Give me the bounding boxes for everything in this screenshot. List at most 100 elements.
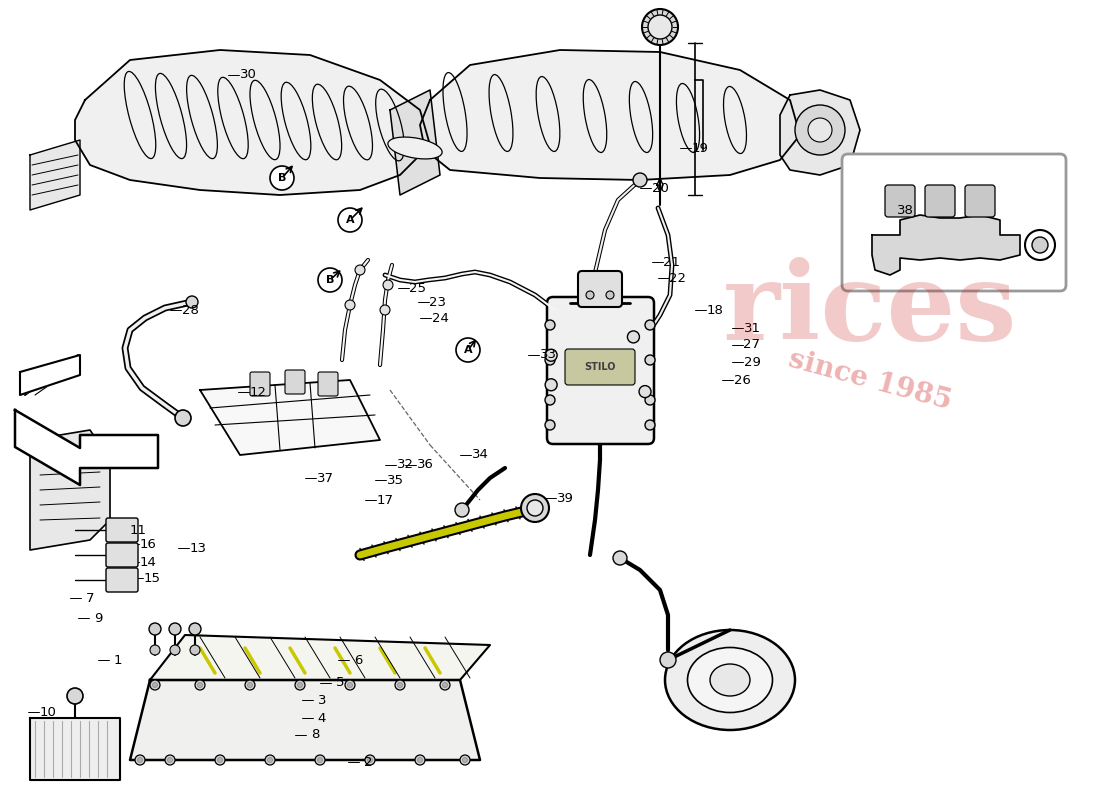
Text: B: B [278, 173, 286, 183]
Polygon shape [130, 680, 480, 760]
Circle shape [546, 350, 557, 362]
FancyBboxPatch shape [250, 372, 270, 396]
Circle shape [808, 118, 832, 142]
Text: 8: 8 [311, 729, 319, 742]
FancyBboxPatch shape [886, 185, 915, 217]
Text: 5: 5 [336, 677, 344, 690]
Circle shape [544, 395, 556, 405]
FancyBboxPatch shape [842, 154, 1066, 291]
Text: 25: 25 [409, 282, 427, 294]
FancyBboxPatch shape [965, 185, 996, 217]
Circle shape [395, 680, 405, 690]
Circle shape [148, 623, 161, 635]
Text: 23: 23 [429, 295, 447, 309]
Circle shape [1025, 230, 1055, 260]
Text: 9: 9 [94, 611, 102, 625]
Text: since 1985: since 1985 [785, 346, 955, 414]
Circle shape [167, 758, 173, 762]
Polygon shape [30, 718, 120, 780]
Polygon shape [30, 140, 80, 210]
Text: 18: 18 [706, 303, 724, 317]
Text: 24: 24 [431, 311, 449, 325]
Circle shape [544, 355, 556, 365]
FancyBboxPatch shape [285, 370, 305, 394]
Ellipse shape [688, 647, 772, 713]
Text: 7: 7 [86, 591, 95, 605]
Text: 35: 35 [386, 474, 404, 486]
Text: 37: 37 [317, 471, 333, 485]
Circle shape [645, 355, 654, 365]
Circle shape [1032, 237, 1048, 253]
Text: 26: 26 [734, 374, 750, 386]
Text: 32: 32 [396, 458, 414, 471]
Circle shape [632, 173, 647, 187]
Circle shape [315, 755, 324, 765]
Circle shape [544, 420, 556, 430]
Circle shape [218, 758, 222, 762]
Text: 16: 16 [140, 538, 156, 550]
Circle shape [190, 645, 200, 655]
Circle shape [318, 268, 342, 292]
Ellipse shape [388, 137, 442, 159]
Text: A: A [345, 215, 354, 225]
Text: rices: rices [723, 257, 1018, 363]
Circle shape [67, 688, 82, 704]
Circle shape [648, 15, 672, 39]
Ellipse shape [710, 664, 750, 696]
Circle shape [348, 682, 352, 687]
Text: 15: 15 [143, 571, 161, 585]
Polygon shape [420, 50, 800, 180]
Circle shape [639, 386, 651, 398]
Text: 30: 30 [240, 69, 256, 82]
Circle shape [606, 291, 614, 299]
Circle shape [214, 755, 225, 765]
Text: 31: 31 [744, 322, 760, 334]
Circle shape [460, 755, 470, 765]
Text: 34: 34 [472, 449, 488, 462]
Text: 33: 33 [539, 349, 557, 362]
Text: 1: 1 [113, 654, 122, 666]
Circle shape [189, 623, 201, 635]
Circle shape [546, 378, 557, 390]
Text: 4: 4 [318, 711, 327, 725]
Text: 14: 14 [140, 555, 156, 569]
Circle shape [418, 758, 422, 762]
Circle shape [355, 265, 365, 275]
Circle shape [135, 755, 145, 765]
Circle shape [198, 682, 202, 687]
Circle shape [175, 410, 191, 426]
Text: 2: 2 [364, 755, 372, 769]
Circle shape [267, 758, 273, 762]
Circle shape [170, 645, 180, 655]
Polygon shape [75, 50, 430, 195]
Circle shape [645, 395, 654, 405]
Text: 38: 38 [896, 203, 913, 217]
Text: 13: 13 [189, 542, 207, 554]
Circle shape [345, 300, 355, 310]
FancyBboxPatch shape [106, 568, 138, 592]
Text: 17: 17 [376, 494, 394, 506]
Text: 36: 36 [417, 458, 433, 471]
Text: 10: 10 [40, 706, 56, 718]
Circle shape [186, 296, 198, 308]
Polygon shape [20, 355, 80, 395]
Text: 29: 29 [744, 355, 760, 369]
Text: 19: 19 [692, 142, 708, 154]
Text: A: A [464, 345, 472, 355]
Text: STILO: STILO [584, 362, 616, 372]
Circle shape [379, 305, 390, 315]
Circle shape [345, 680, 355, 690]
FancyBboxPatch shape [106, 543, 138, 567]
Circle shape [645, 420, 654, 430]
Circle shape [627, 331, 639, 343]
Circle shape [415, 755, 425, 765]
Circle shape [318, 758, 322, 762]
Text: 28: 28 [182, 303, 198, 317]
Circle shape [462, 758, 468, 762]
Text: 12: 12 [250, 386, 266, 398]
FancyBboxPatch shape [925, 185, 955, 217]
Circle shape [138, 758, 143, 762]
Polygon shape [30, 430, 110, 550]
Circle shape [455, 503, 469, 517]
Circle shape [795, 105, 845, 155]
